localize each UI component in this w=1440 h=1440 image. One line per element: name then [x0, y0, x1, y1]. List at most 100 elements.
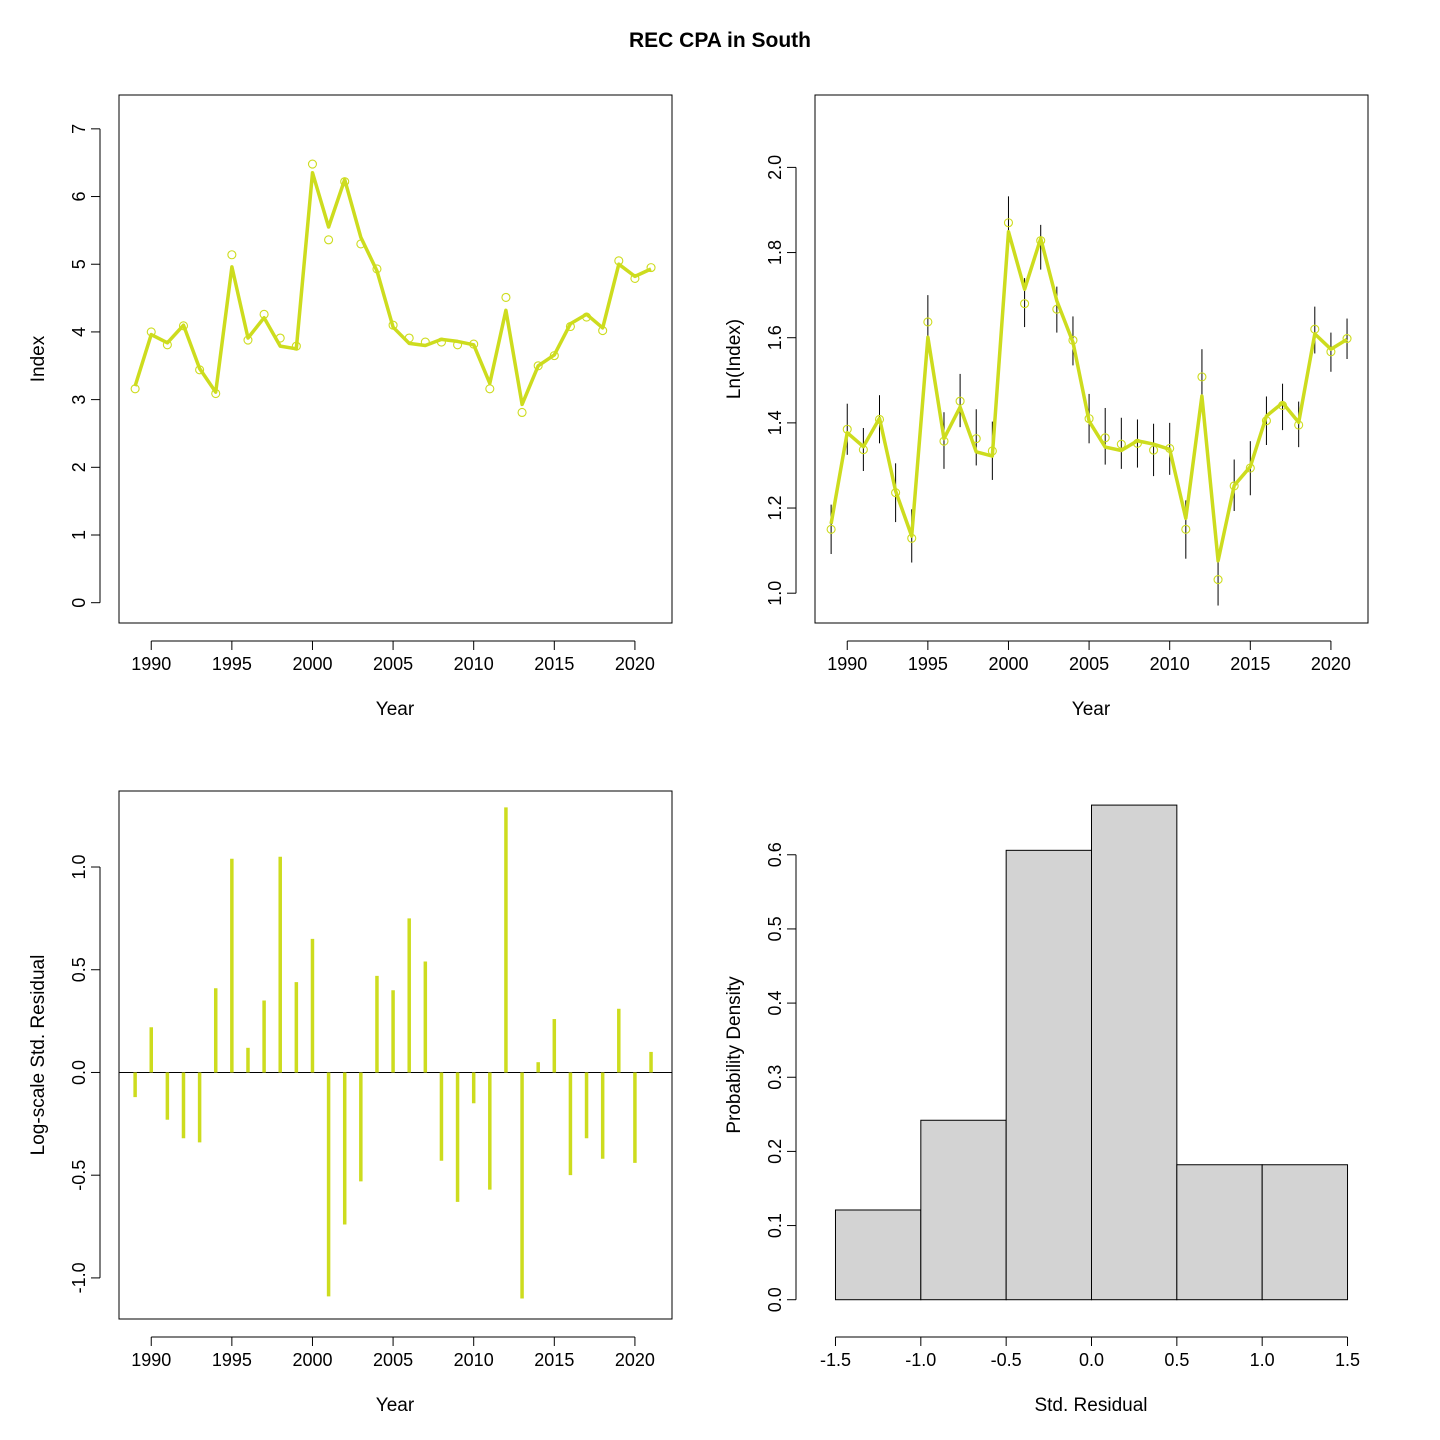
observed-point	[195, 365, 205, 375]
y-tick-label: 1.2	[765, 496, 785, 521]
x-tick-label: 2010	[1150, 654, 1190, 674]
x-axis-label: Year	[1072, 699, 1111, 720]
x-axis: -1.5 -1.0 -0.5 0.0 0.5 1.0 1.5	[820, 1336, 1360, 1370]
observed-point	[1310, 324, 1320, 334]
x-tick-label: 0.5	[1164, 1350, 1189, 1370]
observed-point	[1197, 372, 1207, 382]
observed-point	[275, 333, 285, 343]
histogram-bar	[920, 1119, 1007, 1301]
x-tick-label: 2005	[373, 654, 413, 674]
observed-point	[955, 396, 965, 406]
y-axis: 0.0 0.1 0.2 0.3 0.4 0.5 0.6	[765, 842, 797, 1312]
x-tick-label: 1990	[131, 1350, 171, 1370]
x-tick-label: -1.5	[820, 1350, 851, 1370]
y-axis: 1.0 1.2 1.4 1.6 1.8 2.0	[765, 155, 797, 606]
y-tick-label: 1.4	[765, 410, 785, 435]
observed-point	[1245, 463, 1255, 473]
x-tick-label: 2010	[454, 1350, 494, 1370]
observed-point	[324, 235, 334, 245]
observed-point	[1213, 575, 1223, 585]
x-tick-label: 1990	[131, 654, 171, 674]
y-tick-label: 0.2	[765, 1139, 785, 1164]
observed-point	[1229, 481, 1239, 491]
y-axis-label: Index	[28, 335, 49, 382]
y-tick-label: 0.0	[69, 1060, 89, 1085]
x-tick-label: 2015	[534, 1350, 574, 1370]
chart-title: REC CPA in South	[629, 29, 811, 52]
observed-point	[939, 436, 949, 446]
observed-point	[533, 361, 543, 371]
observed-point	[1020, 299, 1030, 309]
y-tick-label: 1.0	[69, 854, 89, 879]
x-axis: 1990 1995 2000 2005 2010 2015 2020	[131, 640, 655, 674]
observed-point	[826, 524, 836, 534]
observed-point	[436, 337, 446, 347]
observed-point	[291, 341, 301, 351]
observed-point	[340, 177, 350, 187]
y-tick-label: 1.6	[765, 325, 785, 350]
y-tick-label: 0	[69, 598, 89, 608]
plot-marks	[834, 804, 1349, 1301]
y-tick-label: 1	[69, 530, 89, 540]
observed-point	[565, 321, 575, 332]
x-tick-label: 2020	[615, 654, 655, 674]
observed-point	[891, 488, 901, 498]
y-tick-label: 7	[69, 124, 89, 134]
observed-point	[923, 317, 933, 327]
y-axis-label: Log-scale Std. Residual	[28, 955, 49, 1156]
observed-point	[1278, 400, 1288, 410]
plot-marks	[826, 196, 1352, 606]
y-tick-label: 6	[69, 192, 89, 202]
observed-point	[1084, 414, 1094, 424]
x-tick-label: 2010	[454, 654, 494, 674]
x-tick-label: 0.0	[1079, 1350, 1104, 1370]
x-axis-label: Std. Residual	[1034, 1395, 1147, 1416]
x-tick-label: 2005	[373, 1350, 413, 1370]
x-tick-label: 2015	[1230, 654, 1270, 674]
observed-point	[598, 326, 608, 336]
x-axis: 1990 1995 2000 2005 2010 2015 2020	[131, 1336, 655, 1370]
observed-point	[1036, 236, 1046, 246]
observed-point	[1116, 439, 1126, 449]
observed-point	[1261, 416, 1271, 426]
plot-marks	[130, 159, 656, 418]
observed-point	[1149, 445, 1159, 455]
y-tick-label: 1.0	[765, 581, 785, 606]
x-tick-label: 1995	[212, 654, 252, 674]
y-tick-label: 0.4	[765, 991, 785, 1016]
observed-point	[987, 446, 997, 456]
observed-point	[485, 384, 495, 394]
observed-point	[874, 414, 885, 425]
observed-point	[646, 263, 656, 273]
observed-point	[1068, 335, 1078, 345]
histogram-bar	[834, 1209, 922, 1301]
observed-point	[842, 424, 852, 434]
x-tick-label: 1.0	[1250, 1350, 1275, 1370]
x-tick-label: 2015	[534, 654, 574, 674]
observed-point	[130, 384, 140, 394]
y-tick-label: 0.5	[765, 916, 785, 941]
observed-point	[227, 250, 237, 260]
x-tick-label: 1.5	[1335, 1350, 1360, 1370]
plot-frame	[118, 790, 673, 1320]
plot-marks	[119, 807, 672, 1299]
x-tick-label: 2000	[292, 654, 332, 674]
fitted-line	[133, 171, 652, 407]
observed-point	[517, 407, 527, 418]
observed-point	[243, 335, 253, 345]
histogram-bar	[1176, 1164, 1263, 1301]
y-tick-label: 0.1	[765, 1213, 785, 1238]
observed-point	[453, 340, 463, 350]
observed-point	[404, 333, 414, 343]
index-panel: 1990 1995 2000 2005 2010 2015 2020 0 1 2 3 4 5 6 7 Ye…	[28, 94, 673, 720]
y-tick-label: 3	[69, 395, 89, 405]
observed-point	[146, 327, 156, 337]
observed-point	[1052, 304, 1062, 314]
x-axis-label: Year	[376, 699, 415, 720]
y-tick-label: 0.6	[765, 842, 785, 867]
observed-point	[162, 340, 172, 350]
y-axis-label: Probability Density	[724, 976, 745, 1134]
observed-point	[372, 264, 382, 274]
histogram-bar	[1261, 1164, 1349, 1301]
x-axis: 1990 1995 2000 2005 2010 2015 2020	[827, 640, 1351, 674]
